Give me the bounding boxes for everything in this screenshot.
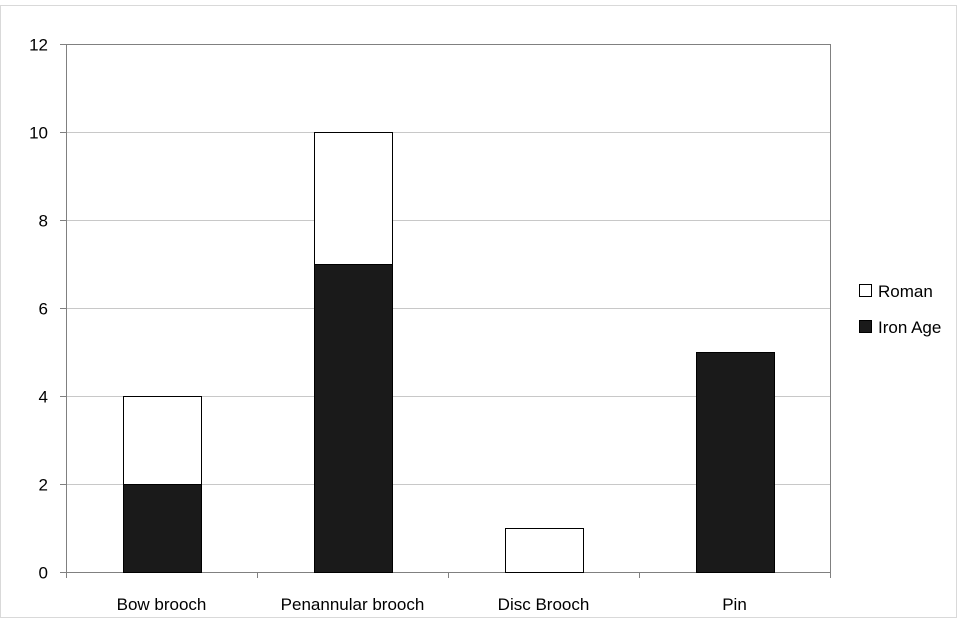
x-tick-label: Bow brooch [117, 595, 207, 614]
x-tick-label: Pin [722, 595, 747, 614]
bar-iron-age [696, 352, 775, 573]
y-tick-label: 0 [39, 564, 48, 583]
legend-swatch-iron-age [859, 320, 872, 333]
legend-swatch-roman [859, 284, 872, 297]
y-tick-label: 4 [39, 388, 48, 407]
y-tick-label: 10 [29, 124, 48, 143]
y-tick-label: 12 [29, 36, 48, 55]
bar-roman [314, 132, 393, 265]
bars [123, 132, 775, 573]
bar-roman [505, 528, 584, 573]
legend: Roman Iron Age [859, 282, 941, 337]
legend-label-iron-age: Iron Age [878, 318, 941, 337]
bar-iron-age [123, 484, 202, 573]
bar-roman [123, 396, 202, 485]
x-tick-label: Disc Brooch [498, 595, 590, 614]
legend-label-roman: Roman [878, 282, 933, 301]
x-tick-label: Penannular brooch [281, 595, 425, 614]
y-tick-label: 6 [39, 300, 48, 319]
y-axis-ticks: 0 2 4 6 8 10 12 [29, 36, 48, 583]
y-tick-label: 8 [39, 212, 48, 231]
x-axis-ticks: Bow brooch Penannular brooch Disc Brooch Pi… [117, 595, 747, 614]
y-tick-label: 2 [39, 476, 48, 495]
bar-iron-age [314, 264, 393, 573]
